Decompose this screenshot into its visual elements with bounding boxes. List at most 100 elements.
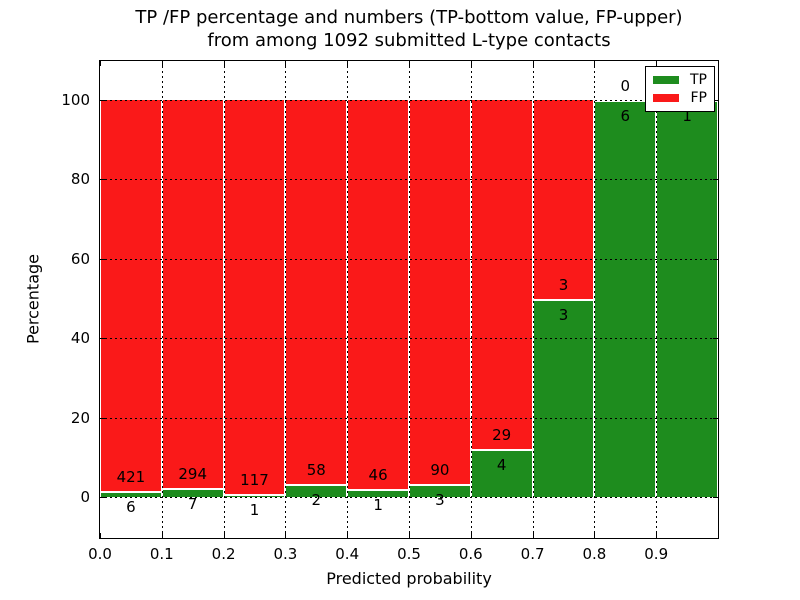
tp-bar-segment: [286, 483, 347, 497]
tp-count-label: 2: [311, 490, 322, 509]
x-tick-mark: [285, 533, 287, 538]
x-tick-mark: [532, 61, 534, 66]
legend-item-tp: TP: [653, 72, 707, 88]
y-tick-label: 60: [70, 249, 90, 268]
x-tick-mark: [594, 533, 596, 538]
x-tick-mark: [409, 533, 410, 538]
x-tick-mark: [161, 533, 163, 538]
x-tick-mark: [594, 61, 596, 66]
legend-label-tp: TP: [690, 71, 707, 88]
chart-title-line2: from among 1092 submitted L-type contact…: [207, 30, 611, 51]
x-tick-label: 0.5: [397, 545, 421, 563]
y-tick-label: 20: [70, 408, 90, 427]
y-tick-mark: [100, 338, 105, 340]
fp-bar-segment: [533, 100, 594, 299]
x-tick-mark: [285, 61, 287, 66]
y-tick-mark: [100, 258, 105, 260]
x-tick-label: 0.0: [88, 545, 112, 563]
legend-item-fp: FP: [653, 90, 707, 106]
tp-count-label: 4: [496, 455, 507, 474]
fp-bar-segment: [224, 100, 285, 494]
fp-bar-segment: [162, 100, 223, 488]
y-tick-mark: [713, 497, 718, 498]
fp-bar-segment: [471, 100, 532, 449]
fp-bar-segment: [286, 100, 347, 484]
fp-count-label: 46: [368, 465, 388, 484]
fp-count-label: 3: [558, 275, 569, 294]
vertical-gridline: [409, 61, 410, 538]
tp-bar-segment: [471, 448, 532, 497]
x-tick-mark: [161, 61, 163, 66]
fp-bar-segment: [410, 100, 470, 485]
fp-count-label: 58: [306, 460, 326, 479]
y-tick-mark: [100, 100, 105, 101]
tp-bar-segment: [348, 488, 408, 497]
legend-swatch-fp-icon: [653, 94, 679, 103]
tp-bar-segment: [595, 100, 656, 497]
y-tick-mark: [100, 417, 105, 419]
fp-count-label: 117: [240, 470, 269, 489]
y-tick-label: 40: [70, 329, 90, 348]
vertical-gridline: [285, 61, 287, 538]
fp-count-label: 294: [178, 464, 208, 483]
x-tick-mark: [470, 61, 472, 66]
vertical-gridline: [532, 61, 534, 538]
tp-count-label: 3: [435, 491, 445, 510]
x-tick-label: 0.9: [644, 545, 669, 563]
chart-title: TP /FP percentage and numbers (TP-bottom…: [99, 6, 719, 52]
y-tick-mark: [713, 100, 718, 101]
x-tick-mark: [223, 533, 225, 538]
tp-bar-segment: [162, 487, 223, 497]
x-tick-label: 0.6: [458, 545, 483, 563]
vertical-gridline: [594, 61, 596, 538]
x-tick-mark: [656, 61, 658, 66]
tp-count-label: 3: [558, 305, 569, 324]
tp-bar-segment: [410, 484, 470, 497]
vertical-gridline: [161, 61, 163, 538]
chart-title-line1: TP /FP percentage and numbers (TP-bottom…: [135, 7, 683, 28]
tp-bar-segment: [224, 493, 285, 497]
legend-swatch-tp-icon: [653, 75, 679, 84]
y-tick-mark: [713, 338, 718, 340]
tp-bar-segment: [101, 491, 161, 497]
tp-count-label: 1: [373, 495, 383, 514]
y-tick-mark: [713, 258, 718, 260]
x-tick-mark: [100, 533, 101, 538]
y-tick-mark: [713, 417, 718, 419]
vertical-gridline: [347, 61, 349, 538]
x-tick-mark: [532, 533, 534, 538]
y-tick-mark: [100, 179, 105, 181]
x-tick-mark: [656, 533, 658, 538]
x-tick-mark: [347, 61, 349, 66]
tp-count-label: 6: [620, 107, 631, 125]
vertical-gridline: [470, 61, 472, 538]
tp-bar-segment: [533, 298, 594, 497]
tp-bar-segment: [657, 100, 717, 497]
x-tick-label: 0.4: [335, 545, 360, 563]
x-tick-mark: [100, 61, 101, 66]
plot-area: TP FP 421 6 294 7 117 1 58 2 46 1 90 3 29 4 3 3 0 6 1: [99, 60, 719, 539]
fp-bar-segment: [348, 100, 408, 489]
x-tick-label: 0.3: [273, 545, 298, 563]
x-tick-mark: [347, 533, 349, 538]
y-tick-label: 0: [80, 488, 90, 506]
x-tick-mark: [470, 533, 472, 538]
tp-count-label: 7: [187, 494, 198, 513]
y-tick-label: 80: [70, 170, 90, 189]
vertical-gridline: [656, 61, 658, 538]
x-tick-mark: [223, 61, 225, 66]
fp-count-label: 421: [116, 468, 146, 487]
x-tick-label: 0.1: [149, 545, 174, 563]
fp-count-label: 90: [430, 461, 450, 480]
x-axis-label: Predicted probability: [326, 569, 492, 588]
x-tick-label: 0.7: [520, 545, 545, 563]
x-tick-label: 0.8: [582, 545, 607, 563]
legend: TP FP: [645, 66, 715, 112]
fp-count-label: 0: [620, 77, 631, 95]
vertical-gridline: [223, 61, 225, 538]
y-tick-mark: [713, 179, 718, 181]
x-tick-label: 0.2: [211, 545, 236, 563]
x-tick-mark: [409, 61, 410, 66]
fp-bar-segment: [101, 100, 161, 492]
